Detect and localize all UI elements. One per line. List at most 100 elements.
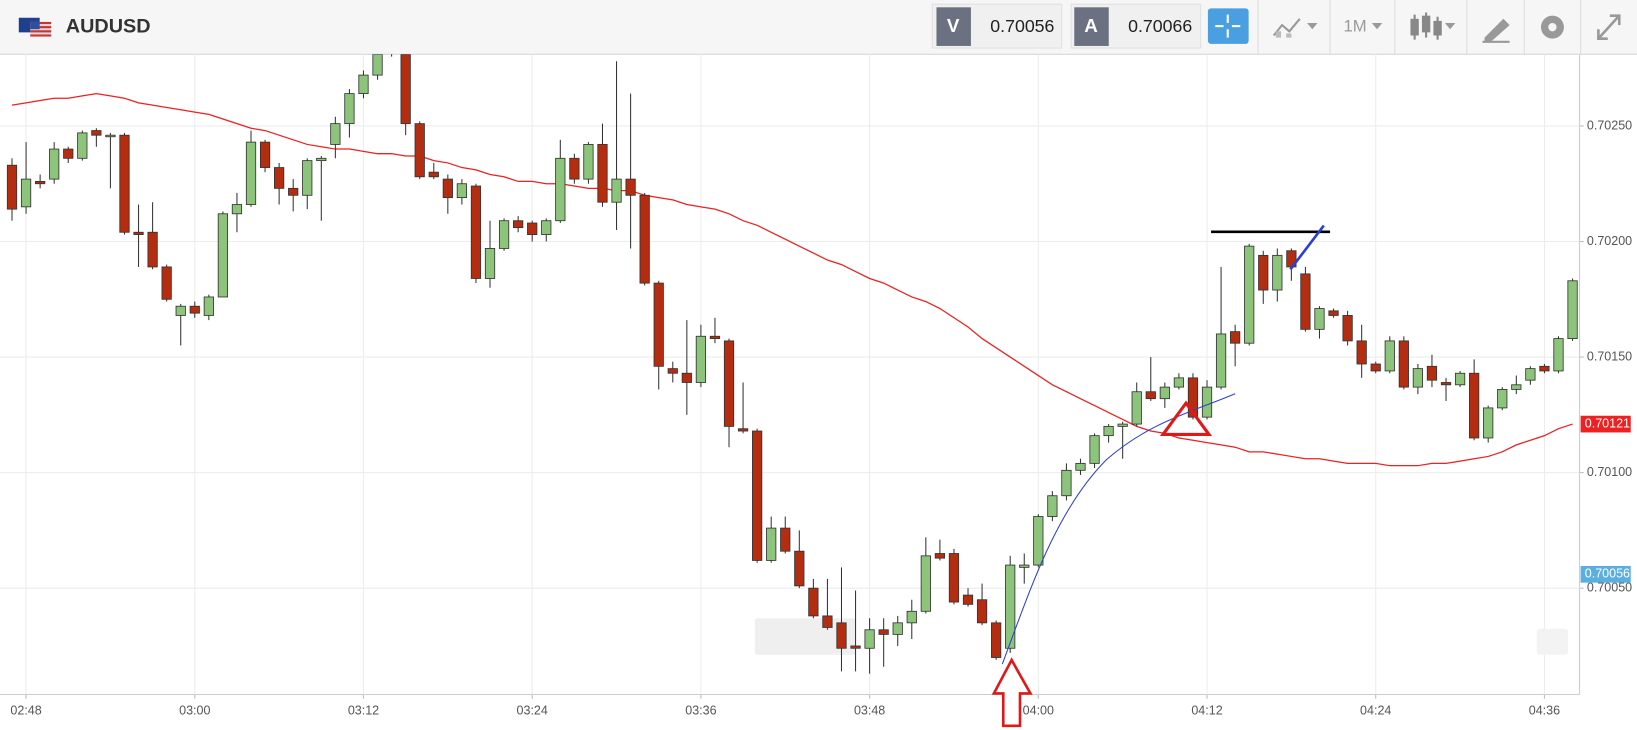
candle bbox=[850, 590, 861, 672]
candle-body bbox=[6, 164, 18, 210]
candle-body bbox=[1244, 245, 1255, 344]
candle-body bbox=[653, 282, 664, 367]
draw-tool-button[interactable] bbox=[1482, 18, 1510, 43]
fullscreen-button[interactable] bbox=[1597, 14, 1621, 40]
drawn-up-arrow bbox=[991, 657, 1033, 728]
candle-body bbox=[1159, 386, 1170, 400]
candle-body bbox=[91, 130, 102, 136]
candle bbox=[63, 146, 74, 163]
candle bbox=[611, 61, 622, 230]
candle bbox=[1525, 366, 1536, 385]
candle-body bbox=[133, 231, 144, 235]
candle bbox=[1454, 370, 1466, 388]
candle-body bbox=[737, 428, 749, 432]
candle-body bbox=[1173, 377, 1185, 388]
candle-body bbox=[1539, 365, 1550, 372]
candle bbox=[864, 618, 875, 674]
candle-body bbox=[456, 183, 468, 199]
candle-body bbox=[681, 372, 692, 383]
price-last-label: 0.70056 bbox=[1585, 567, 1630, 581]
candle-body bbox=[513, 220, 524, 229]
chart-type-button[interactable] bbox=[1272, 18, 1318, 38]
candle-body bbox=[1075, 462, 1086, 471]
candle bbox=[414, 121, 425, 180]
candle bbox=[1131, 382, 1142, 427]
axis-labels: 0.70050 0.70100 0.70150 0.70200 0.70250 02:48… bbox=[10, 118, 1632, 717]
candle bbox=[1089, 433, 1100, 469]
candle bbox=[1412, 363, 1424, 395]
candle-body bbox=[991, 622, 1002, 658]
candle-body bbox=[63, 148, 74, 159]
candle bbox=[597, 123, 608, 207]
candle-body bbox=[1412, 368, 1424, 388]
crosshair-button[interactable] bbox=[1207, 8, 1249, 44]
candle bbox=[1075, 458, 1086, 475]
candle-body bbox=[400, 54, 411, 125]
candle bbox=[709, 317, 721, 344]
candle-body bbox=[1370, 363, 1381, 372]
candle bbox=[344, 88, 355, 138]
candle bbox=[794, 530, 805, 589]
candle-body bbox=[1201, 386, 1213, 418]
candle bbox=[442, 174, 453, 214]
candle bbox=[991, 620, 1002, 660]
candle bbox=[428, 162, 439, 180]
candle bbox=[513, 216, 524, 233]
candle-body bbox=[288, 187, 299, 196]
x-tick-label: 03:36 bbox=[685, 704, 716, 718]
candle-body bbox=[611, 178, 622, 203]
candle-body bbox=[836, 622, 847, 649]
candle-body bbox=[555, 157, 566, 222]
candle bbox=[1384, 336, 1395, 374]
candle bbox=[555, 139, 566, 224]
candle-body bbox=[442, 178, 453, 199]
candle bbox=[737, 382, 749, 434]
candle bbox=[147, 202, 158, 270]
candle bbox=[653, 280, 664, 390]
candle bbox=[527, 220, 538, 242]
candle-body bbox=[583, 144, 594, 180]
candle-body bbox=[1384, 340, 1395, 372]
candle bbox=[245, 130, 257, 207]
candle bbox=[1553, 336, 1564, 374]
candle bbox=[639, 192, 650, 286]
candle bbox=[1244, 243, 1255, 346]
candle-body bbox=[1103, 425, 1114, 437]
candle-body bbox=[1131, 391, 1142, 425]
candle bbox=[1033, 514, 1044, 568]
settings-button[interactable] bbox=[1540, 15, 1564, 39]
candle-body bbox=[414, 123, 425, 178]
candle bbox=[1145, 357, 1156, 401]
candle bbox=[316, 155, 327, 221]
candle-type-button[interactable] bbox=[1410, 12, 1456, 40]
candle bbox=[1398, 336, 1409, 390]
candle bbox=[808, 578, 819, 619]
candle bbox=[203, 294, 214, 321]
grid bbox=[0, 54, 1580, 695]
candle bbox=[470, 183, 482, 284]
candle bbox=[1539, 363, 1550, 374]
candle bbox=[1567, 278, 1578, 341]
x-tick-label: 04:12 bbox=[1191, 704, 1222, 718]
candle bbox=[569, 153, 580, 184]
candle-body bbox=[569, 157, 580, 180]
candle-body bbox=[1230, 331, 1241, 344]
candle-body bbox=[302, 160, 313, 196]
candle bbox=[35, 174, 46, 189]
candle bbox=[1047, 491, 1058, 522]
candle-body bbox=[1215, 333, 1227, 388]
candle bbox=[133, 204, 144, 267]
bid-badge bbox=[936, 7, 971, 46]
timeframe-button[interactable]: 1M bbox=[1344, 17, 1367, 36]
candle-body bbox=[1342, 315, 1353, 342]
ma-last-label: 0.70121 bbox=[1585, 416, 1630, 430]
candle-body bbox=[274, 167, 285, 189]
candle bbox=[1497, 387, 1508, 411]
symbol: AUDUSD bbox=[66, 15, 151, 37]
candle-body bbox=[484, 248, 496, 279]
candle bbox=[681, 320, 692, 415]
mini-box bbox=[1536, 628, 1569, 655]
candle-body bbox=[105, 134, 116, 138]
candle-body bbox=[358, 74, 369, 95]
x-tick-label: 04:00 bbox=[1023, 704, 1054, 718]
